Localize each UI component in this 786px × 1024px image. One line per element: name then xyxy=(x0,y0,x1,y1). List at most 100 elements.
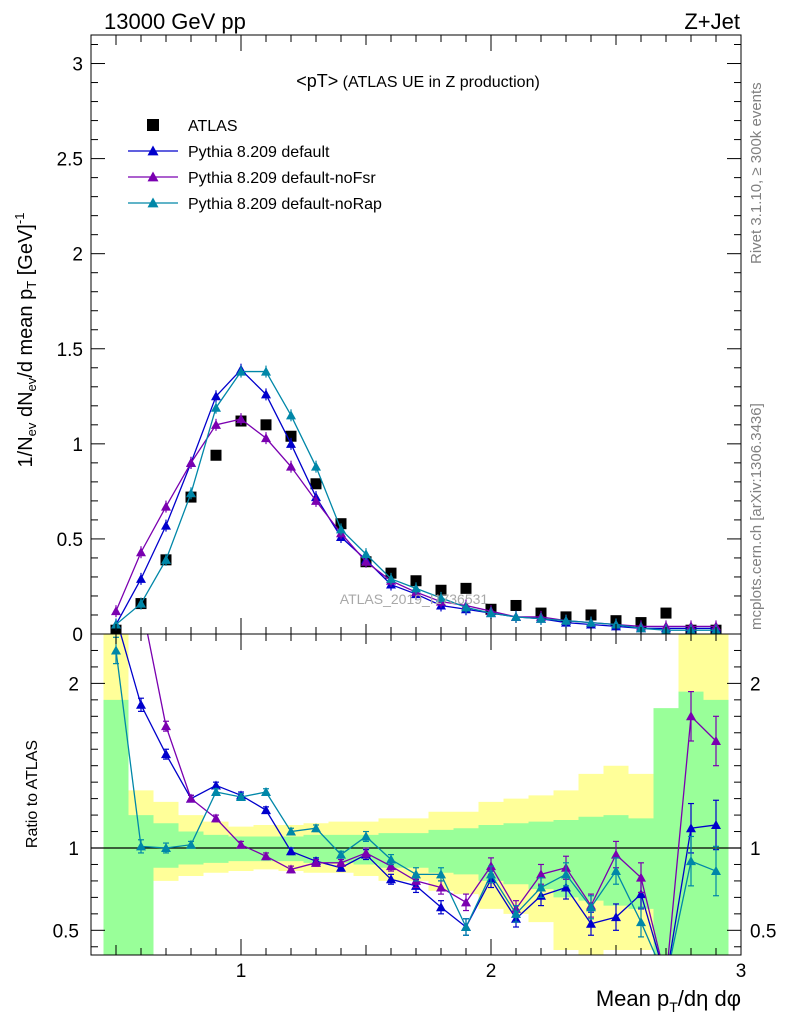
marker-noRap xyxy=(211,402,221,412)
ratio-marker-default xyxy=(686,823,696,833)
ratio-marker-default xyxy=(261,805,271,815)
x-axis-title: Mean pT/dη dφ xyxy=(596,986,741,1015)
ratio-marker-noRap xyxy=(436,869,446,879)
ratio-uncertainty-bands xyxy=(103,634,729,955)
ratio-marker-noRap xyxy=(636,917,646,927)
marker-default xyxy=(261,389,271,399)
ratio-marker-default xyxy=(561,882,571,892)
marker-noFsr xyxy=(211,419,221,429)
ratio-marker-noRap xyxy=(286,826,296,836)
ratio-marker-noFsr xyxy=(436,882,446,892)
ratio-marker-noRap xyxy=(336,849,346,859)
main-y-tick-label: 0 xyxy=(72,625,83,646)
ratio-marker-noFsr xyxy=(336,857,346,867)
data-point-atlas xyxy=(585,609,597,621)
ratio-marker-noFsr xyxy=(661,975,671,984)
ratio-marker-noFsr xyxy=(261,851,271,861)
ratio-marker-noRap xyxy=(361,831,371,841)
ratio-marker-noRap xyxy=(611,866,621,876)
ratio-y-tick-label-left: 0.5 xyxy=(53,921,79,942)
ratio-marker-default xyxy=(611,912,621,922)
marker-noRap xyxy=(361,549,371,559)
marker-noRap xyxy=(561,615,571,625)
legend-marker-atlas xyxy=(147,119,159,131)
legend-marker-default xyxy=(147,145,159,156)
marker-noRap xyxy=(186,488,196,498)
ratio-y-tick-label-right: 1 xyxy=(750,839,761,860)
marker-noRap xyxy=(136,598,146,608)
marker-default xyxy=(161,520,171,530)
ratio-marker-noFsr xyxy=(161,721,171,731)
legend-label-noRap: Pythia 8.209 default-noRap xyxy=(188,196,382,213)
ratio-marker-noRap xyxy=(536,882,546,892)
legend-label-data: ATLAS xyxy=(188,118,238,135)
ratio-marker-default xyxy=(586,918,596,928)
ratio-marker-noRap xyxy=(186,839,196,849)
ratio-marker-noFsr xyxy=(536,869,546,879)
marker-noRap xyxy=(461,602,471,612)
ratio-marker-noFsr xyxy=(211,813,221,823)
plot-title: <pT> (ATLAS UE in Z production) xyxy=(296,71,540,91)
marker-noRap xyxy=(586,617,596,627)
ratio-y-tick-label-right: 2 xyxy=(750,674,761,695)
marker-default xyxy=(136,573,146,583)
legend-marker-noFsr xyxy=(147,171,159,182)
marker-noRap xyxy=(436,592,446,602)
ratio-marker-noFsr xyxy=(461,897,471,907)
ratio-marker-noRap xyxy=(661,975,671,984)
ratio-marker-noRap xyxy=(136,841,146,851)
legend-label-default: Pythia 8.209 default xyxy=(188,144,330,161)
ratio-marker-noRap xyxy=(711,866,721,876)
marker-noFsr xyxy=(261,433,271,443)
legend-label-noFsr: Pythia 8.209 default-noFsr xyxy=(188,170,376,187)
marker-noRap xyxy=(411,583,421,593)
ratio-marker-default xyxy=(386,874,396,884)
marker-default xyxy=(211,391,221,401)
legend: ATLAS Pythia 8.209 default Pythia 8.209 de… xyxy=(128,118,382,213)
main-y-tick-label: 1.5 xyxy=(57,340,83,361)
ratio-marker-noFsr xyxy=(111,580,121,589)
data-point-atlas xyxy=(435,584,447,596)
axes: 00.511.522.531 2 30.5 0.51 12 2 xyxy=(53,34,776,982)
marker-noRap xyxy=(111,619,121,629)
ratio-marker-noRap xyxy=(486,869,496,879)
ratio-marker-default xyxy=(711,819,721,829)
marker-noFsr xyxy=(311,495,321,505)
data-point-atlas xyxy=(310,478,322,490)
marker-noRap xyxy=(236,366,246,376)
ratio-y-tick-label-left: 1 xyxy=(68,839,79,860)
ratio-marker-noFsr xyxy=(686,711,696,721)
ratio-marker-noRap xyxy=(311,823,321,833)
ratio-y-axis-title: Ratio to ATLAS xyxy=(24,740,41,848)
marker-noRap xyxy=(486,608,496,618)
header-energy-label: 13000 GeV pp xyxy=(104,9,246,34)
ratio-marker-noRap xyxy=(261,787,271,797)
ratio-marker-noRap xyxy=(511,908,521,918)
marker-noFsr xyxy=(236,414,246,424)
marker-noFsr xyxy=(111,606,121,616)
ratio-marker-noRap xyxy=(561,869,571,879)
marker-noRap xyxy=(611,619,621,629)
marker-noFsr xyxy=(361,556,371,566)
ratio-marker-noRap xyxy=(236,791,246,801)
x-tick-label: 1 xyxy=(236,961,247,982)
x-tick-label: 2 xyxy=(486,961,497,982)
ratio-marker-noRap xyxy=(461,922,471,932)
ratio-marker-noFsr xyxy=(361,847,371,857)
ratio-marker-default xyxy=(136,699,146,709)
side-label-mcplots: mcplots.cern.ch [arXiv:1306.3436] xyxy=(748,403,765,630)
ratio-marker-noFsr xyxy=(286,864,296,874)
watermark-analysis-id: ATLAS_2019_I1736531 xyxy=(340,591,489,607)
data-point-atlas xyxy=(210,449,222,461)
ratio-marker-noFsr xyxy=(311,857,321,867)
data-point-atlas xyxy=(260,419,272,431)
data-point-atlas xyxy=(660,607,672,619)
main-y-tick-label: 0.5 xyxy=(57,530,83,551)
marker-noFsr xyxy=(186,457,196,467)
ratio-marker-noRap xyxy=(411,869,421,879)
ratio-marker-noFsr xyxy=(611,849,621,859)
legend-marker-noRap xyxy=(147,197,159,208)
ratio-marker-noFsr xyxy=(711,736,721,745)
marker-noRap xyxy=(311,461,321,471)
main-y-tick-label: 2 xyxy=(72,245,83,266)
